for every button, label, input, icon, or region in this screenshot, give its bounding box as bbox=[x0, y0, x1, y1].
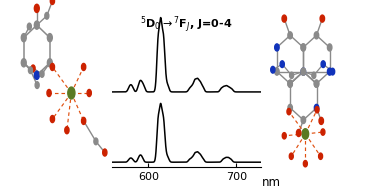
Circle shape bbox=[290, 72, 294, 78]
Circle shape bbox=[45, 12, 49, 19]
Circle shape bbox=[301, 68, 305, 75]
Circle shape bbox=[319, 117, 324, 124]
Circle shape bbox=[289, 153, 293, 159]
Circle shape bbox=[314, 80, 319, 87]
Circle shape bbox=[87, 89, 91, 97]
Circle shape bbox=[50, 116, 54, 123]
Circle shape bbox=[21, 59, 26, 67]
Circle shape bbox=[321, 61, 325, 68]
Circle shape bbox=[296, 129, 301, 137]
Circle shape bbox=[301, 68, 305, 75]
Circle shape bbox=[65, 127, 69, 134]
Circle shape bbox=[275, 44, 279, 51]
Circle shape bbox=[315, 107, 319, 113]
Circle shape bbox=[82, 117, 86, 124]
Circle shape bbox=[314, 80, 319, 87]
Text: $^5$D$_0$$\rightarrow$$^7$F$_J$, J=0-4: $^5$D$_0$$\rightarrow$$^7$F$_J$, J=0-4 bbox=[140, 14, 232, 35]
Circle shape bbox=[282, 133, 286, 139]
Circle shape bbox=[320, 15, 325, 22]
Circle shape bbox=[319, 153, 322, 159]
Circle shape bbox=[50, 0, 54, 4]
Circle shape bbox=[47, 89, 51, 97]
Circle shape bbox=[301, 68, 305, 75]
Circle shape bbox=[287, 108, 291, 115]
Circle shape bbox=[312, 72, 316, 78]
Circle shape bbox=[327, 44, 332, 51]
Circle shape bbox=[34, 71, 39, 79]
Circle shape bbox=[34, 4, 39, 12]
Circle shape bbox=[68, 87, 75, 99]
Circle shape bbox=[82, 63, 86, 70]
Circle shape bbox=[27, 23, 31, 30]
Text: nm: nm bbox=[262, 176, 281, 186]
Circle shape bbox=[50, 63, 54, 70]
Circle shape bbox=[271, 66, 275, 73]
Circle shape bbox=[282, 15, 287, 22]
Circle shape bbox=[21, 33, 26, 42]
Circle shape bbox=[321, 129, 325, 135]
Circle shape bbox=[288, 32, 292, 39]
Circle shape bbox=[327, 68, 332, 75]
Circle shape bbox=[302, 129, 308, 139]
Circle shape bbox=[47, 33, 52, 42]
Circle shape bbox=[301, 44, 305, 51]
Circle shape bbox=[304, 161, 307, 167]
Circle shape bbox=[330, 68, 335, 75]
Circle shape bbox=[314, 32, 319, 39]
Circle shape bbox=[28, 67, 33, 74]
Circle shape bbox=[280, 61, 284, 68]
Circle shape bbox=[35, 82, 39, 88]
Circle shape bbox=[40, 71, 44, 77]
Circle shape bbox=[94, 138, 98, 145]
Circle shape bbox=[301, 116, 305, 124]
Circle shape bbox=[288, 80, 292, 87]
Circle shape bbox=[34, 21, 39, 29]
Circle shape bbox=[275, 68, 279, 75]
Circle shape bbox=[301, 44, 305, 51]
Circle shape bbox=[314, 104, 319, 111]
Circle shape bbox=[103, 149, 107, 156]
Circle shape bbox=[47, 59, 52, 67]
Circle shape bbox=[31, 65, 35, 72]
Circle shape bbox=[288, 80, 293, 87]
Circle shape bbox=[288, 104, 293, 111]
